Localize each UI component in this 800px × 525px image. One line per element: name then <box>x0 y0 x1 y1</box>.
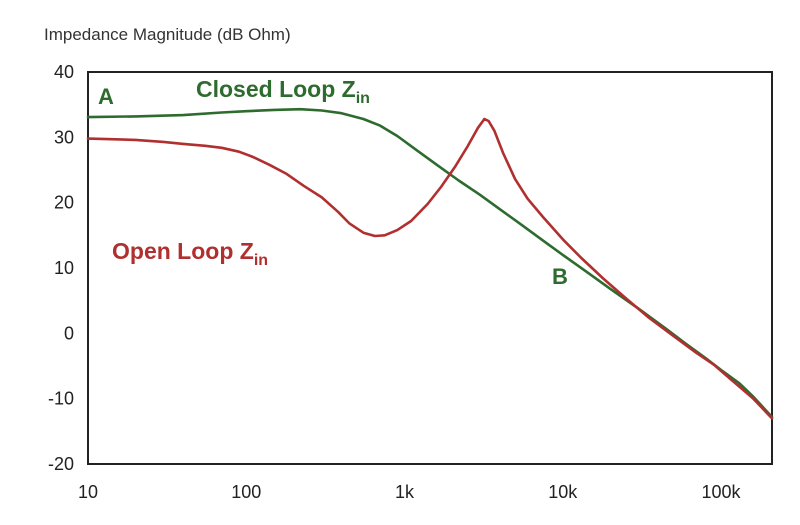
point-a-label: A <box>98 84 114 109</box>
y-tick-label: 10 <box>54 258 74 278</box>
y-tick-label: 40 <box>54 62 74 82</box>
x-tick-label: 100k <box>701 482 741 502</box>
closed-loop-zin-label: Closed Loop Zin <box>196 76 370 107</box>
x-tick-labels: 10 100 1k 10k 100k <box>78 482 742 502</box>
x-tick-label: 100 <box>231 482 261 502</box>
open-loop-zin-text: Open Loop Z <box>112 238 254 264</box>
y-axis-title: Impedance Magnitude (dB Ohm) <box>44 25 291 44</box>
open-loop-zin-label: Open Loop Zin <box>112 238 268 269</box>
y-tick-label: 0 <box>64 323 74 343</box>
open-loop-zin-subscript: in <box>254 252 268 269</box>
x-tick-label: 10k <box>548 482 578 502</box>
closed-loop-zin-text: Closed Loop Z <box>196 76 356 102</box>
point-b-label: B <box>552 264 568 289</box>
y-tick-label: 20 <box>54 193 74 213</box>
annotation-layer: Closed Loop Zin Open Loop Zin A B <box>98 76 568 289</box>
x-tick-label: 10 <box>78 482 98 502</box>
closed-loop-zin-subscript: in <box>356 90 370 107</box>
plot-area-frame <box>87 71 773 465</box>
open-loop-zin-line <box>86 117 774 420</box>
y-tick-label: -10 <box>48 389 74 409</box>
y-tick-label: -20 <box>48 454 74 474</box>
series-layer <box>86 107 774 420</box>
y-tick-labels: 40 30 20 10 0 -10 -20 <box>48 62 74 474</box>
x-tick-label: 1k <box>395 482 415 502</box>
y-tick-label: 30 <box>54 127 74 147</box>
